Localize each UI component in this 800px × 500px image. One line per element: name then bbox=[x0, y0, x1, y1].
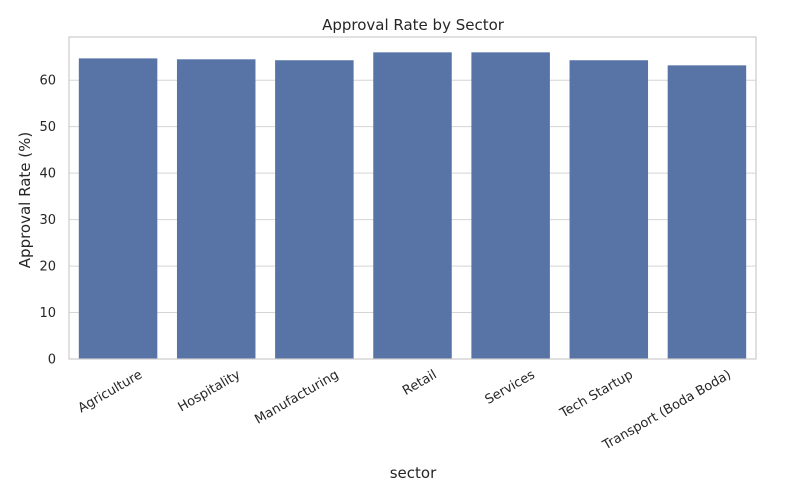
y-tick-label: 40 bbox=[39, 167, 56, 182]
y-axis-title: Approval Rate (%) bbox=[16, 132, 34, 268]
x-tick-label: Retail bbox=[400, 367, 439, 398]
x-tick-label: Hospitality bbox=[176, 367, 244, 415]
x-tick-label: Manufacturing bbox=[252, 367, 341, 427]
bar-hospitality bbox=[176, 59, 256, 359]
bar-retail bbox=[373, 52, 452, 359]
x-tick-label: Agriculture bbox=[76, 367, 145, 416]
y-tick-label: 10 bbox=[39, 306, 56, 321]
x-tick-labels: Agriculture Hospitality Manufacturing Retai… bbox=[76, 367, 734, 453]
y-tick-label: 0 bbox=[48, 353, 56, 368]
chart-title: Approval Rate by Sector bbox=[322, 16, 505, 34]
bars bbox=[78, 52, 747, 359]
bar-tech-startup bbox=[569, 60, 649, 359]
y-tick-label: 50 bbox=[39, 120, 56, 135]
bar-transport-boda-boda bbox=[667, 65, 747, 359]
x-axis-title: sector bbox=[390, 464, 437, 482]
bar-agriculture bbox=[78, 58, 158, 359]
y-tick-label: 20 bbox=[39, 260, 56, 275]
bar-manufacturing bbox=[275, 60, 354, 359]
plot-frame bbox=[68, 36, 757, 360]
y-tick-label: 30 bbox=[39, 213, 56, 228]
y-tick-label: 60 bbox=[39, 74, 56, 89]
x-tick-label: Services bbox=[483, 367, 538, 408]
bar-services bbox=[471, 52, 550, 359]
y-tick-labels: 0 10 20 30 40 50 60 bbox=[39, 74, 56, 368]
x-tick-label: Tech Startup bbox=[557, 367, 636, 421]
